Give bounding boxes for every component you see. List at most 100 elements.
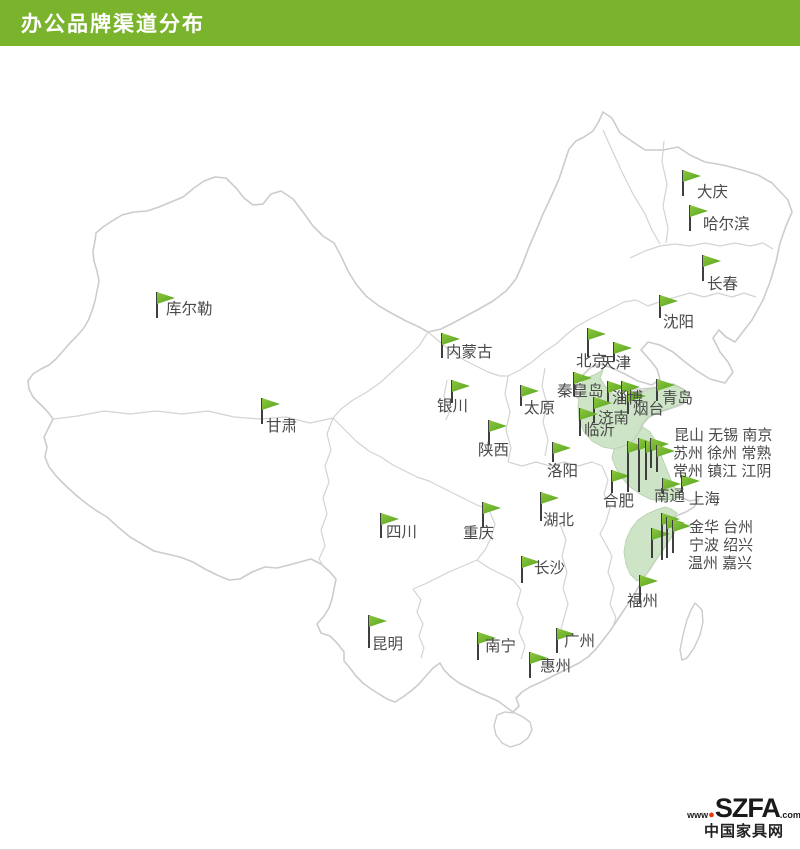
flag-pole <box>656 445 658 472</box>
city-label: 重庆 <box>463 524 494 542</box>
city-label: 库尔勒 <box>166 300 213 318</box>
cluster-annotation: 金华 台州 <box>689 519 753 536</box>
flag-pole <box>666 517 668 558</box>
flag-pole <box>645 441 647 480</box>
flag-pole <box>651 528 653 558</box>
city-flag-marker <box>611 470 630 493</box>
city-label: 合肥 <box>603 492 634 510</box>
city-flag-marker <box>639 575 658 603</box>
city-label: 陕西 <box>478 441 509 459</box>
flag-icon <box>442 333 460 345</box>
flag-icon <box>690 205 708 217</box>
city-label: 甘肃 <box>266 417 297 435</box>
flag-icon <box>478 632 496 644</box>
logo-szfa-text: SZFA <box>714 793 781 823</box>
flag-icon <box>657 445 675 457</box>
flag-pole <box>488 420 490 445</box>
flag-pole <box>682 170 684 196</box>
city-flag-marker <box>482 502 501 528</box>
china-outline <box>27 111 793 713</box>
flag-pole <box>627 441 629 492</box>
city-label: 长沙 <box>534 559 565 577</box>
flag-icon <box>682 475 700 487</box>
cluster-annotation: 昆山 无锡 南京 <box>674 427 772 444</box>
cluster-annotation: 温州 嘉兴 <box>688 555 752 572</box>
city-flag-marker <box>672 520 691 553</box>
flag-pole <box>521 556 523 583</box>
flag-pole <box>639 575 641 603</box>
city-label: 惠州 <box>540 657 571 675</box>
flag-icon <box>452 380 470 392</box>
province-borders <box>52 129 774 660</box>
flag-icon <box>522 556 540 568</box>
shaded-region-zhejiang <box>623 506 678 582</box>
city-flag-marker <box>682 170 701 196</box>
flag-pole <box>540 492 542 521</box>
city-label: 福州 <box>627 592 658 610</box>
hainan-island <box>493 711 533 748</box>
city-label: 天津 <box>600 354 631 372</box>
city-flag-marker <box>156 292 175 318</box>
city-flag-marker <box>702 255 721 281</box>
city-flag-marker <box>650 438 669 468</box>
flag-pole <box>689 205 691 231</box>
city-flag-marker <box>579 408 598 436</box>
city-label: 内蒙古 <box>446 343 493 361</box>
city-flag-marker <box>451 380 470 403</box>
flag-icon <box>628 441 646 453</box>
city-flag-marker <box>662 478 681 494</box>
city-label: 济南 <box>598 409 629 427</box>
flag-pole <box>702 255 704 281</box>
city-label: 秦皇岛 <box>557 382 604 400</box>
flag-pole <box>529 652 531 678</box>
flag-pole <box>672 520 674 553</box>
taiwan-island <box>679 601 704 661</box>
logo-red-dot: ● <box>708 809 715 821</box>
flag-icon <box>580 408 598 420</box>
flag-icon <box>703 255 721 267</box>
flag-icon <box>640 575 658 587</box>
flag-icon <box>521 385 539 397</box>
city-label: 临沂 <box>584 421 615 439</box>
city-flag-marker <box>689 205 708 231</box>
city-flag-marker <box>261 398 280 424</box>
city-flag-marker <box>681 475 700 492</box>
logo-com-text: .com <box>779 810 800 820</box>
flag-pole <box>380 513 382 538</box>
flag-pole <box>156 292 158 318</box>
city-flag-marker <box>621 381 640 401</box>
flag-icon <box>369 615 387 627</box>
city-flag-marker <box>540 492 559 521</box>
city-flag-marker <box>441 333 460 358</box>
city-flag-marker <box>552 442 571 462</box>
cluster-annotation: 宁波 绍兴 <box>689 537 753 554</box>
city-label: 湖北 <box>543 511 575 529</box>
city-flag-marker <box>573 372 592 396</box>
city-flag-marker <box>656 445 675 472</box>
city-label: 南宁 <box>485 637 516 655</box>
flag-pole <box>261 398 263 424</box>
city-flag-marker <box>556 628 575 653</box>
flag-pole <box>650 438 652 468</box>
city-label: 银川 <box>437 397 468 415</box>
city-flag-marker <box>520 385 539 406</box>
flag-pole <box>579 408 581 436</box>
city-flag-marker <box>529 652 548 678</box>
city-label: 广州 <box>564 632 595 650</box>
city-label: 上海 <box>689 490 720 508</box>
flag-icon <box>530 652 548 664</box>
flag-icon <box>657 379 675 391</box>
city-label: 太原 <box>524 399 555 417</box>
flag-icon <box>683 170 701 182</box>
city-flag-marker <box>656 379 675 401</box>
flag-pole <box>368 615 370 648</box>
logo-caption: 中国家具网 <box>703 823 784 840</box>
flag-pole <box>556 628 558 653</box>
city-flag-marker <box>488 420 507 445</box>
flag-pole <box>593 397 595 423</box>
flag-icon <box>541 492 559 504</box>
city-flag-marker <box>368 615 387 648</box>
flag-icon <box>483 502 501 514</box>
